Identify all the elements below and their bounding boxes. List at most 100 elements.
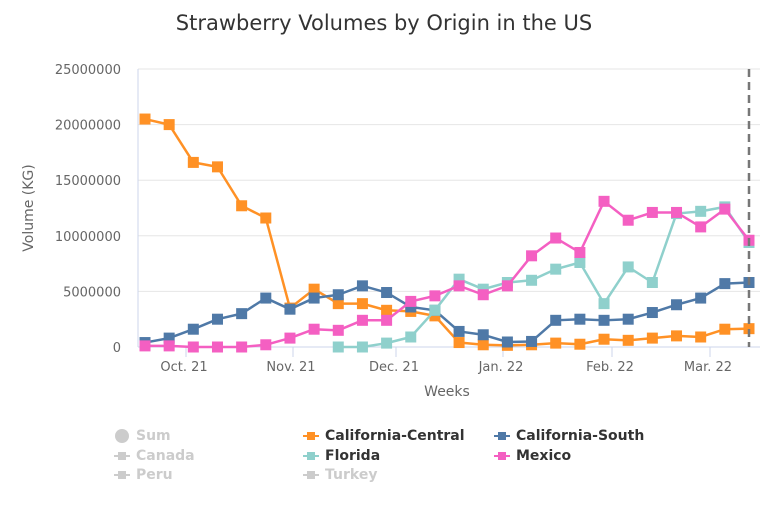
data-point	[526, 250, 538, 262]
data-point	[695, 292, 707, 304]
line-square-marker-icon	[303, 428, 319, 444]
data-point	[332, 298, 344, 310]
data-point	[477, 283, 489, 295]
data-point	[598, 298, 610, 310]
data-point	[646, 206, 658, 218]
data-point	[236, 200, 248, 212]
line-square-marker-icon	[303, 467, 319, 483]
data-point	[695, 205, 707, 217]
data-point	[211, 313, 223, 325]
data-point	[574, 313, 586, 325]
series-group	[139, 113, 755, 353]
x-tick-label: Mar. 22	[684, 360, 732, 375]
legend-label: Turkey	[325, 467, 378, 483]
legend-item-sum[interactable]: Sum	[114, 428, 171, 444]
data-point	[453, 337, 465, 349]
data-point	[622, 334, 634, 346]
legend-item-turkey[interactable]: Turkey	[303, 467, 377, 483]
data-point	[356, 298, 368, 310]
legend-item-california-central[interactable]: California-Central	[303, 428, 465, 444]
x-tick-label: Oct. 21	[160, 360, 207, 375]
data-point	[477, 339, 489, 351]
data-point	[139, 340, 151, 352]
data-point	[719, 203, 731, 215]
x-axis-title: Weeks	[424, 384, 470, 400]
chart-title: Strawberry Volumes by Origin in the US	[176, 11, 592, 35]
data-point	[381, 337, 393, 349]
line-square-marker-icon	[494, 428, 510, 444]
data-point	[356, 280, 368, 292]
line-square-marker-icon	[114, 448, 130, 464]
data-point	[211, 341, 223, 353]
legend-item-canada[interactable]: Canada	[114, 448, 195, 464]
data-point	[308, 323, 320, 335]
data-point	[671, 299, 683, 311]
data-point	[550, 263, 562, 275]
data-point	[622, 214, 634, 226]
data-point	[719, 323, 731, 335]
data-point	[453, 273, 465, 285]
data-point	[163, 119, 175, 131]
data-point	[574, 246, 586, 258]
data-point	[405, 331, 417, 343]
line-square-marker-icon	[303, 448, 319, 464]
data-point	[646, 277, 658, 289]
data-point	[332, 324, 344, 336]
legend-item-peru[interactable]: Peru	[114, 467, 173, 483]
legend-label: Mexico	[516, 448, 572, 464]
data-point	[598, 195, 610, 207]
data-point	[526, 274, 538, 286]
y-tick-label: 20000000	[55, 119, 121, 134]
x-axis: Oct. 21 Nov. 21 Dec. 21 Jan. 22 Feb. 22 Mar. …	[160, 347, 732, 375]
data-point	[284, 332, 296, 344]
series-line	[145, 200, 750, 349]
data-point	[429, 304, 441, 316]
series-line	[338, 205, 751, 349]
data-point	[550, 337, 562, 349]
data-point	[308, 292, 320, 304]
data-point	[260, 292, 272, 304]
data-point	[260, 339, 272, 351]
data-point	[187, 156, 199, 168]
data-point	[163, 340, 175, 352]
data-point	[477, 329, 489, 341]
data-point	[381, 304, 393, 316]
data-point	[671, 330, 683, 342]
y-tick-label: 25000000	[55, 63, 121, 78]
legend-item-california-south[interactable]: California-South	[494, 428, 644, 444]
data-point	[671, 206, 683, 218]
legend-label: California-South	[516, 428, 645, 444]
data-point	[308, 283, 320, 295]
data-point	[332, 289, 344, 301]
data-point	[695, 331, 707, 343]
legend-item-florida[interactable]: Florida	[303, 448, 380, 464]
x-tick-label: Jan. 22	[478, 360, 524, 375]
data-point	[574, 256, 586, 268]
legend-item-mexico[interactable]: Mexico	[494, 448, 571, 464]
y-axis: 0 5000000 10000000 15000000 20000000 25000000	[55, 63, 121, 356]
data-point	[743, 323, 755, 335]
data-point	[550, 232, 562, 244]
y-tick-label: 0	[113, 341, 121, 356]
data-point	[453, 325, 465, 337]
data-point	[453, 280, 465, 292]
data-point	[211, 161, 223, 173]
data-point	[622, 261, 634, 273]
data-point	[501, 280, 513, 292]
data-point	[405, 301, 417, 313]
data-point	[332, 341, 344, 353]
data-point	[477, 289, 489, 301]
data-point	[695, 221, 707, 233]
line-chart: Strawberry Volumes by Origin in the US 0…	[21, 11, 760, 400]
circle-marker-icon	[114, 428, 130, 444]
data-point	[356, 341, 368, 353]
data-point	[550, 314, 562, 326]
data-point	[163, 332, 175, 344]
line-square-marker-icon	[114, 467, 130, 483]
line-square-marker-icon	[494, 448, 510, 464]
data-point	[429, 310, 441, 322]
data-point	[187, 323, 199, 335]
legend-label: Sum	[136, 428, 171, 444]
data-point	[284, 303, 296, 315]
data-point	[405, 295, 417, 307]
